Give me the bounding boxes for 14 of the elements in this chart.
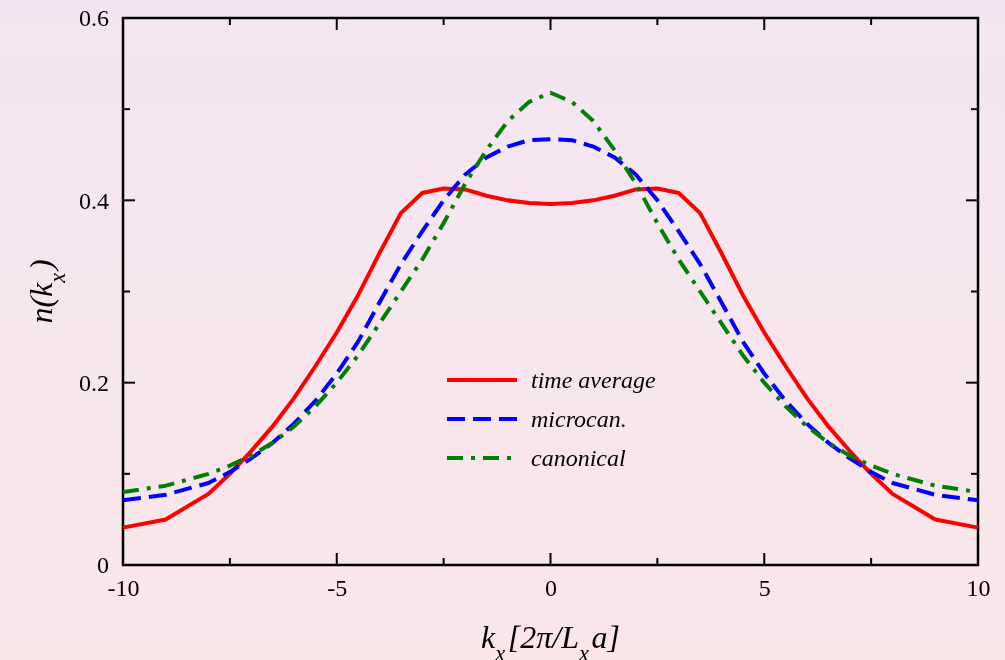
x-axis-title: k$_{x}$[2π/L$_{x}$a] bbox=[480, 619, 621, 660]
x-tick-label: 0 bbox=[545, 575, 557, 602]
x-tick-label: -10 bbox=[107, 575, 140, 602]
legend-label: canonical bbox=[531, 445, 626, 471]
legend-label: time average bbox=[531, 367, 656, 393]
y-tick-label: 0.6 bbox=[79, 5, 109, 32]
line-series bbox=[121, 186, 980, 530]
x-tick-label: -5 bbox=[327, 575, 348, 602]
x-tick-label: 10 bbox=[966, 575, 991, 602]
y-tick-label: 0.2 bbox=[79, 369, 109, 396]
x-tick-label: 5 bbox=[758, 575, 771, 602]
legend-label: microcan. bbox=[531, 406, 627, 432]
y-tick-label: 0 bbox=[97, 552, 109, 579]
y-tick-label: 0.4 bbox=[79, 187, 109, 214]
